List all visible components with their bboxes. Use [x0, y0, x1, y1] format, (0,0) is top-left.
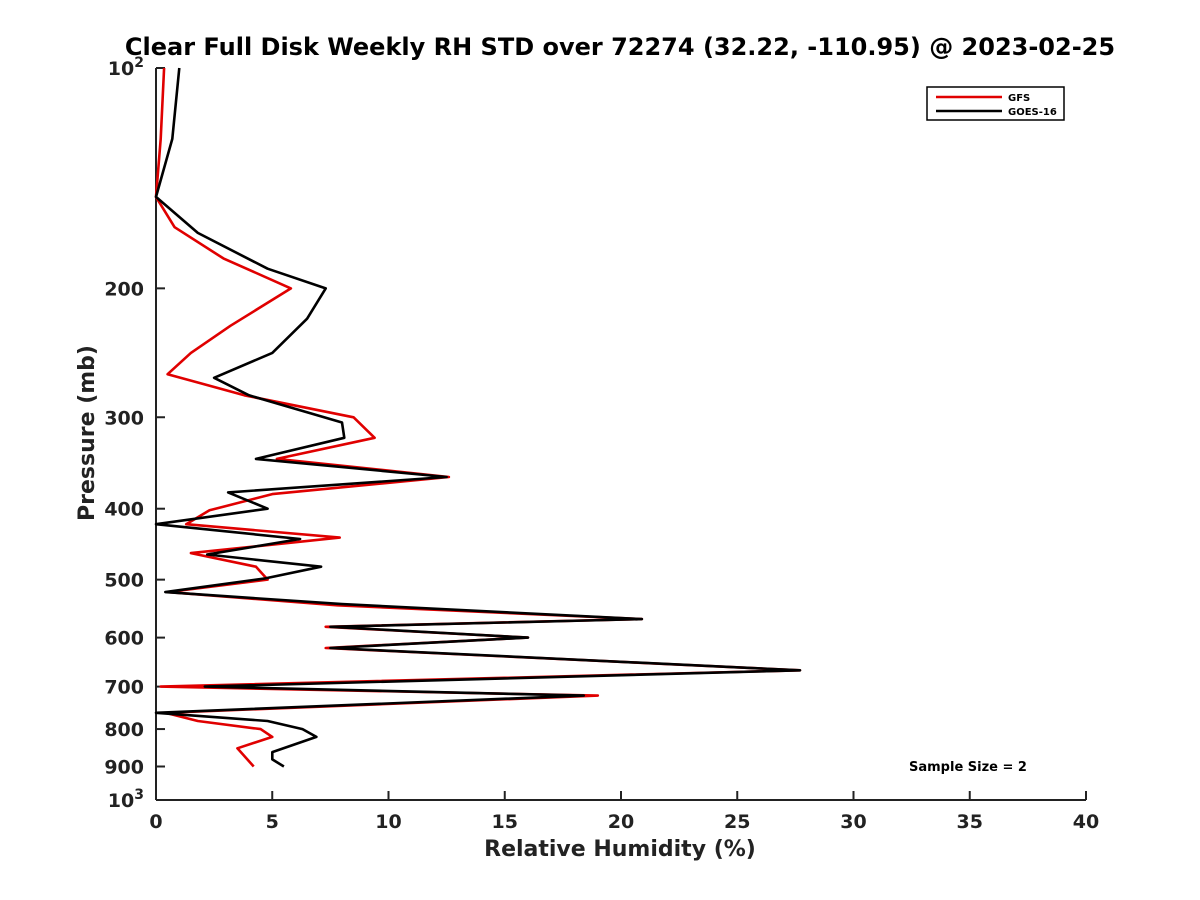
series-line-gfs	[154, 67, 802, 768]
y-axis-ticks: 102 200 300 400 500 600 700 800 900 103	[104, 55, 165, 812]
chart-title: Clear Full Disk Weekly RH STD over 72274…	[125, 33, 1115, 61]
series-lines	[154, 67, 802, 768]
x-tick-label: 25	[724, 811, 750, 833]
series-line-goes-16	[154, 67, 802, 768]
y-tick-label: 900	[104, 757, 144, 779]
y-tick-label: 600	[104, 628, 144, 650]
y-tick-label: 500	[104, 570, 144, 592]
legend-label-gfs: GFS	[1008, 93, 1030, 104]
x-tick-label: 15	[492, 811, 518, 833]
x-axis-label: Relative Humidity (%)	[484, 837, 756, 862]
legend-label-goes-16: GOES-16	[1008, 107, 1057, 118]
y-tick-label: 300	[104, 407, 144, 429]
y-tick-label: 800	[104, 719, 144, 741]
x-tick-label: 20	[608, 811, 634, 833]
y-tick-label: 400	[104, 499, 144, 521]
y-tick-label: 200	[104, 278, 144, 300]
y-tick-label: 700	[104, 677, 144, 699]
x-tick-label: 10	[375, 811, 401, 833]
y-tick-label: 102	[108, 55, 144, 80]
x-tick-label: 40	[1073, 811, 1099, 833]
x-tick-label: 30	[840, 811, 866, 833]
x-tick-label: 5	[266, 811, 279, 833]
y-axis-label: Pressure (mb)	[75, 345, 100, 521]
sample-size-annotation: Sample Size = 2	[909, 760, 1027, 775]
x-tick-label: 35	[957, 811, 983, 833]
legend: GFS GOES-16	[926, 86, 1065, 121]
y-tick-label: 103	[108, 787, 144, 812]
x-axis-ticks: 0 5 10 15 20 25 30 35 40	[149, 791, 1099, 833]
x-tick-label: 0	[149, 811, 162, 833]
legend-box	[926, 86, 1065, 121]
